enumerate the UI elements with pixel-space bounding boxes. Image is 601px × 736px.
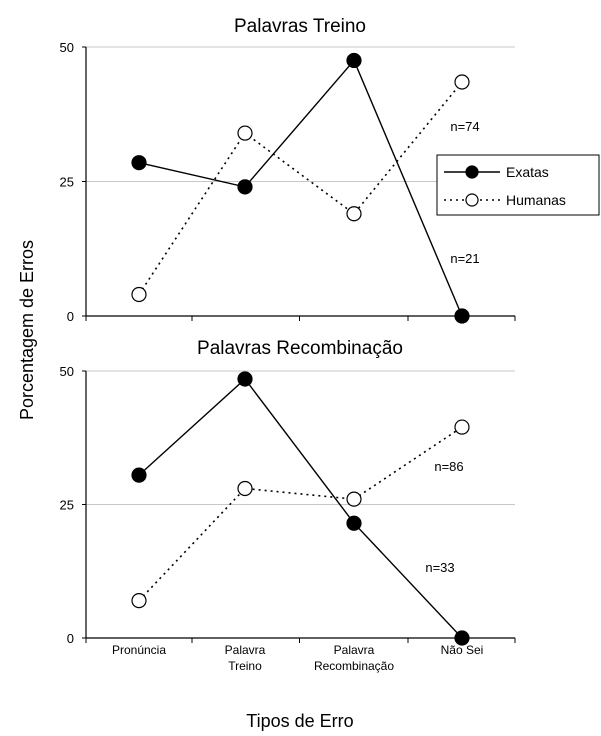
y-tick-label: 50 [60, 40, 74, 55]
data-point-humanas [346, 206, 362, 222]
data-point-humanas [346, 491, 362, 507]
data-point-humanas [237, 480, 253, 497]
legend-label: Exatas [506, 164, 549, 180]
series-line-exatas [138, 377, 463, 639]
x-tick-label: Treino [228, 659, 262, 673]
y-axis-label: Porcentagem de Erros [17, 240, 37, 420]
data-point-humanas [131, 286, 147, 303]
sample-size-annotation: n=86 [434, 459, 463, 474]
legend-label: Humanas [506, 192, 566, 208]
y-tick-label: 0 [67, 309, 74, 324]
x-tick-label: Pronúncia [112, 643, 166, 657]
legend-marker [465, 193, 479, 207]
x-tick-label: Palavra [225, 643, 266, 657]
data-point-humanas [454, 419, 470, 435]
y-tick-label: 25 [60, 175, 74, 190]
sample-size-annotation: n=74 [450, 119, 479, 134]
x-axis-label: Tipos de Erro [246, 711, 353, 731]
legend: Exatas Humanas [436, 154, 600, 216]
sample-size-annotation: n=21 [450, 251, 479, 266]
data-point-exatas [454, 630, 470, 646]
panel-1: Palavras Treino 0 25 50 n=74 n=21 [60, 16, 516, 324]
y-tick-label: 0 [67, 631, 74, 646]
series-line-exatas [138, 59, 463, 317]
data-point-exatas [346, 515, 362, 531]
y-tick-label: 50 [60, 364, 74, 379]
data-point-exatas [346, 52, 362, 69]
legend-box [436, 154, 600, 216]
data-point-exatas [131, 467, 147, 483]
y-tick-label: 25 [60, 498, 74, 513]
data-point-humanas [131, 593, 147, 609]
x-tick-label: Recombinação [314, 659, 394, 673]
x-tick-label: Não Sei [441, 643, 484, 657]
data-point-exatas [131, 155, 147, 171]
panel-2: Palavras Recombinação 0 25 50 Pronúncia Palav… [60, 338, 516, 673]
data-point-humanas [237, 125, 253, 141]
panel-title: Palavras Treino [234, 16, 366, 37]
data-point-exatas [454, 308, 470, 324]
sample-size-annotation: n=33 [425, 560, 454, 575]
series-line-humanas [138, 81, 463, 295]
legend-marker [465, 165, 479, 179]
panel-title: Palavras Recombinação [197, 338, 403, 359]
x-tick-label: Palavra [334, 643, 375, 657]
data-point-humanas [454, 74, 470, 90]
data-point-exatas [237, 371, 253, 387]
data-point-exatas [237, 179, 253, 195]
